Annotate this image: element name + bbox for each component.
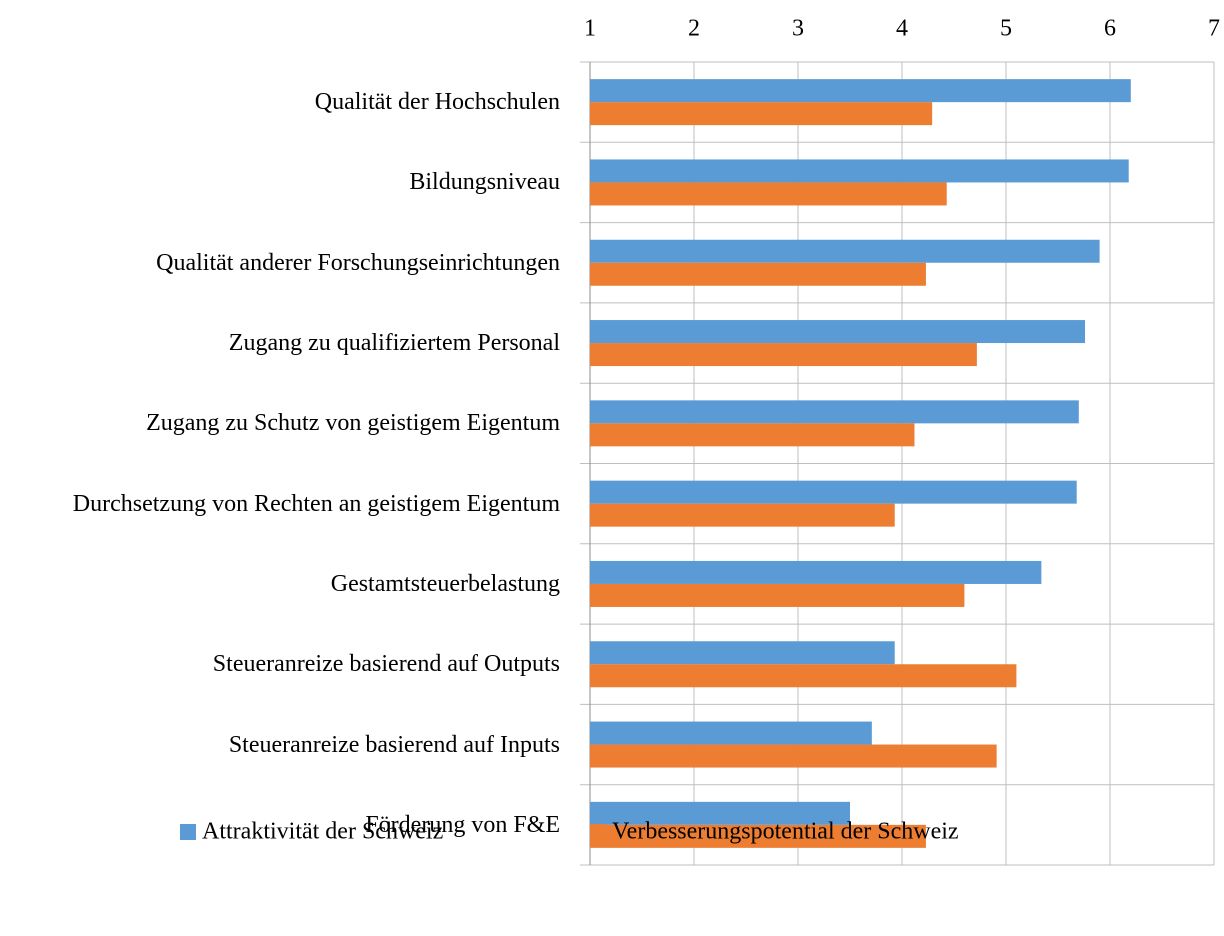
bar — [590, 503, 895, 527]
x-tick-label: 2 — [688, 16, 700, 42]
y-tick-label: Förderung von F&E — [365, 811, 560, 838]
y-tick-label: Qualität anderer Forschungseinrichtungen — [156, 249, 560, 276]
category-label-box: Qualität der Hochschulen — [0, 64, 560, 140]
category-label-box: Steueranreize basierend auf Inputs — [0, 706, 560, 782]
x-tick-label: 3 — [792, 16, 804, 42]
bar — [590, 239, 1100, 263]
x-tick-label: 5 — [1000, 16, 1012, 42]
category-label-box: Zugang zu Schutz von geistigem Eigentum — [0, 385, 560, 461]
category-label-box: Förderung von F&E — [0, 787, 560, 863]
bar — [590, 480, 1077, 504]
bar — [590, 664, 1017, 688]
bar — [590, 423, 915, 447]
legend-label: Attraktivität der Schweiz — [202, 819, 443, 845]
bar — [590, 400, 1079, 424]
y-tick-label: Zugang zu Schutz von geistigem Eigentum — [146, 410, 560, 437]
bar — [590, 159, 1129, 183]
y-tick-label: Bildungsniveau — [409, 169, 560, 196]
category-label-box: Gestamtsteuerbelastung — [0, 546, 560, 622]
category-label-box: Durchsetzung von Rechten an geistigem Ei… — [0, 466, 560, 542]
bar — [590, 343, 977, 367]
y-tick-label: Durchsetzung von Rechten an geistigem Ei… — [72, 490, 560, 517]
legend-swatch — [180, 824, 196, 840]
bar — [590, 801, 850, 825]
y-tick-label: Gestamtsteuerbelastung — [330, 570, 560, 597]
y-tick-label: Steueranreize basierend auf Outputs — [212, 651, 560, 678]
category-label-box: Zugang zu qualifiziertem Personal — [0, 305, 560, 381]
category-label-box: Qualität anderer Forschungseinrichtungen — [0, 225, 560, 301]
x-tick-label: 1 — [584, 16, 596, 42]
legend-label: Verbesserungspotential der Schweiz — [612, 819, 959, 845]
bar — [590, 320, 1086, 344]
bar — [590, 641, 895, 665]
bar — [590, 583, 965, 607]
bar — [590, 262, 926, 286]
x-tick-label: 7 — [1208, 16, 1220, 42]
y-tick-label: Steueranreize basierend auf Inputs — [228, 731, 560, 758]
bar — [590, 79, 1131, 103]
bar — [590, 824, 926, 848]
y-tick-label: Zugang zu qualifiziertem Personal — [228, 330, 560, 357]
category-label-box: Steueranreize basierend auf Outputs — [0, 626, 560, 702]
bar — [590, 744, 997, 768]
bar — [590, 560, 1042, 584]
legend-swatch — [590, 824, 606, 840]
y-tick-label: Qualität der Hochschulen — [314, 89, 560, 116]
bar — [590, 102, 933, 126]
x-tick-label: 6 — [1104, 16, 1116, 42]
category-label-box: Bildungsniveau — [0, 144, 560, 220]
bar — [590, 721, 872, 745]
bar — [590, 182, 947, 206]
x-tick-label: 4 — [896, 16, 908, 42]
